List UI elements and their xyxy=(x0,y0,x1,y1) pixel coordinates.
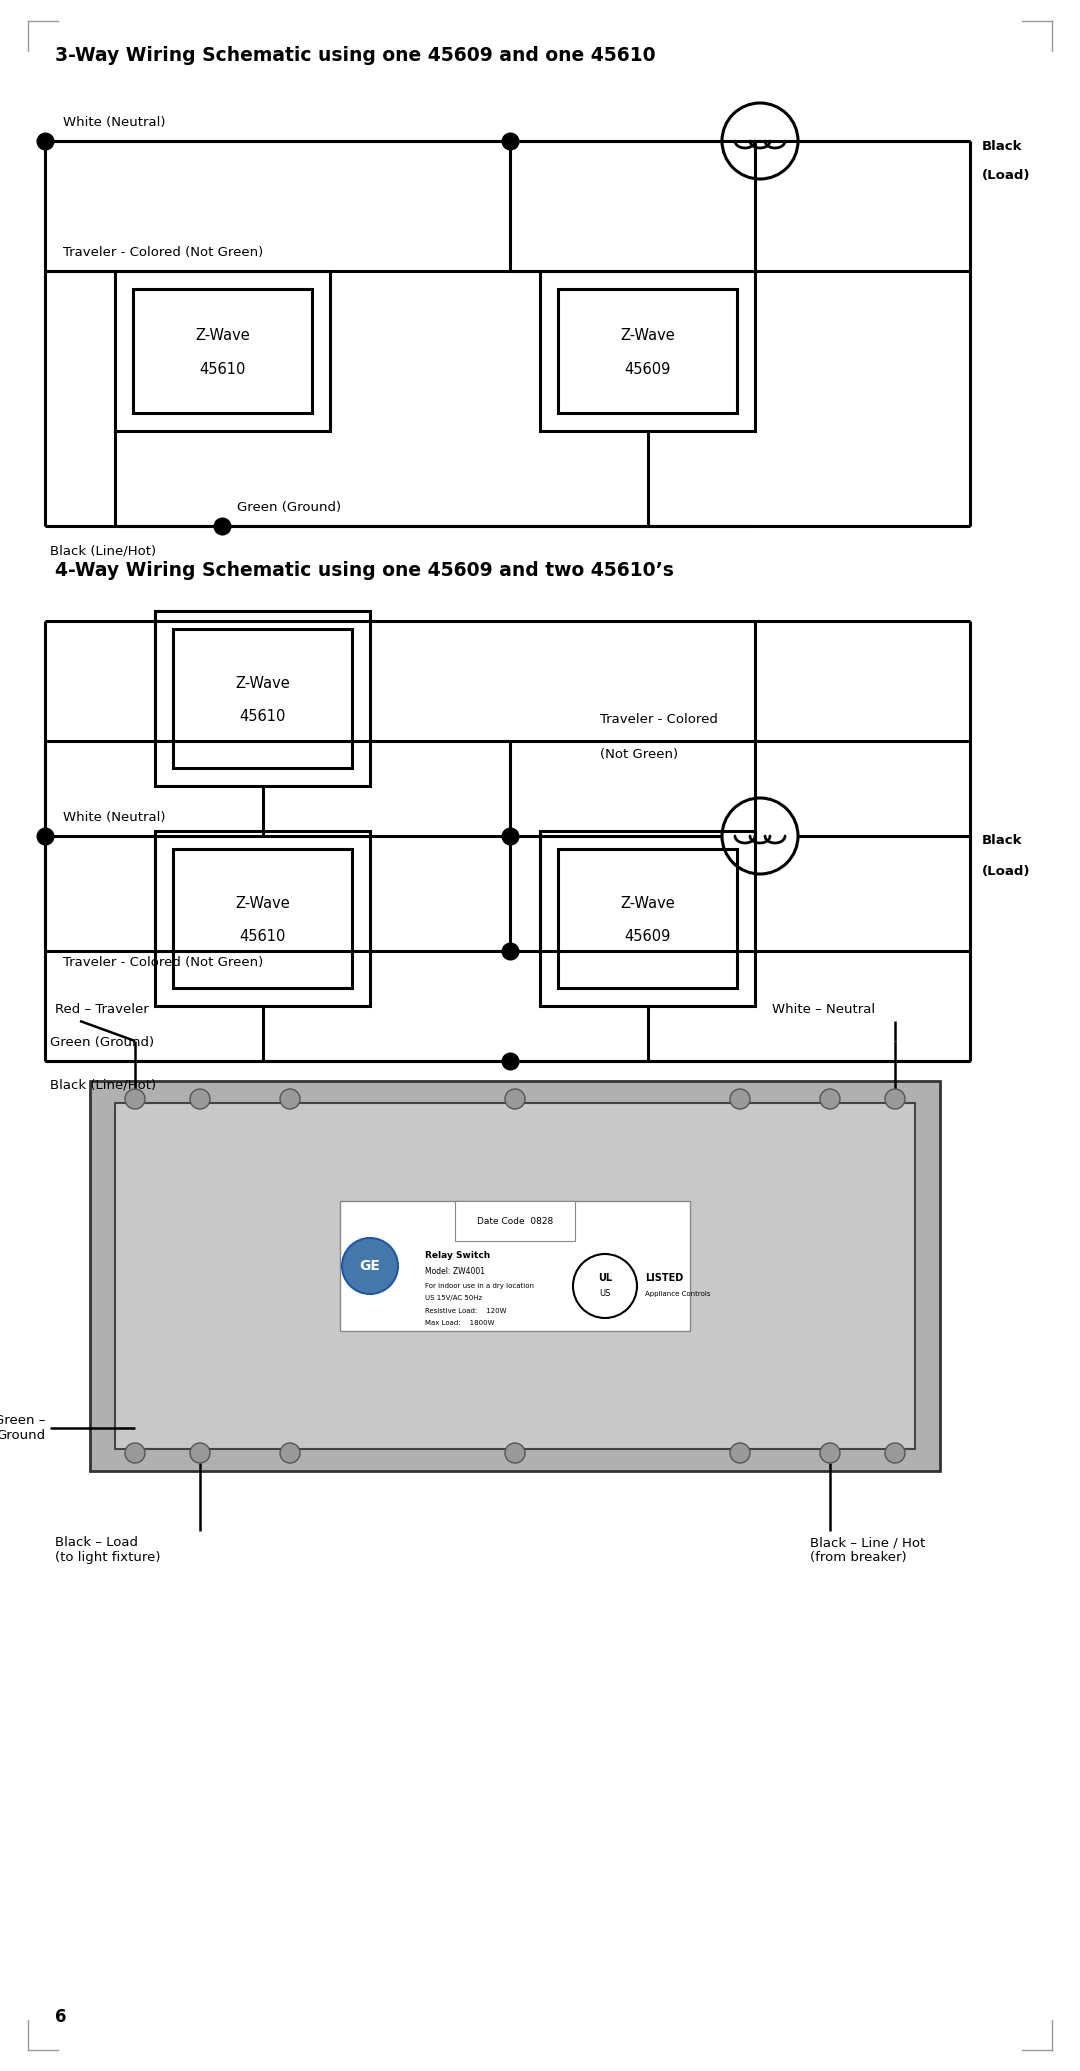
Circle shape xyxy=(280,1443,300,1462)
Circle shape xyxy=(190,1089,210,1108)
Circle shape xyxy=(505,1443,525,1462)
Text: Z-Wave: Z-Wave xyxy=(195,329,249,344)
Bar xyxy=(156,611,370,787)
Text: Traveler - Colored: Traveler - Colored xyxy=(600,712,718,727)
Text: Black: Black xyxy=(982,835,1023,847)
Point xyxy=(501,124,518,157)
Text: Relay Switch: Relay Switch xyxy=(426,1251,490,1261)
Bar xyxy=(156,830,370,1007)
Text: White – Neutral: White – Neutral xyxy=(772,1002,875,1017)
Text: Date Code  0828: Date Code 0828 xyxy=(477,1216,553,1226)
Text: UL: UL xyxy=(598,1274,612,1284)
Text: Red – Traveler: Red – Traveler xyxy=(55,1002,149,1017)
Text: Appliance Controls: Appliance Controls xyxy=(645,1290,711,1296)
Circle shape xyxy=(505,1089,525,1108)
Bar xyxy=(173,630,352,768)
Text: Resistive Load:    120W: Resistive Load: 120W xyxy=(426,1309,507,1313)
Circle shape xyxy=(885,1443,905,1462)
Bar xyxy=(90,1081,940,1470)
Text: GE: GE xyxy=(360,1259,380,1274)
Text: Z-Wave: Z-Wave xyxy=(235,675,289,692)
Bar xyxy=(558,290,737,412)
Text: Z-Wave: Z-Wave xyxy=(235,897,289,911)
Text: Traveler - Colored (Not Green): Traveler - Colored (Not Green) xyxy=(63,957,264,969)
Text: LISTED: LISTED xyxy=(645,1274,684,1284)
Text: Green –
Ground: Green – Ground xyxy=(0,1414,45,1441)
Circle shape xyxy=(280,1089,300,1108)
Text: (Load): (Load) xyxy=(982,170,1030,182)
Circle shape xyxy=(820,1089,840,1108)
Text: (Not Green): (Not Green) xyxy=(600,748,678,760)
Bar xyxy=(114,1104,915,1450)
Circle shape xyxy=(730,1089,750,1108)
Bar xyxy=(340,1201,690,1332)
Text: Black (Line/Hot): Black (Line/Hot) xyxy=(50,545,157,557)
Text: Z-Wave: Z-Wave xyxy=(620,897,675,911)
Circle shape xyxy=(125,1443,145,1462)
Text: 45610: 45610 xyxy=(240,930,286,944)
Circle shape xyxy=(190,1443,210,1462)
Point xyxy=(37,124,54,157)
Circle shape xyxy=(885,1089,905,1108)
Text: 45609: 45609 xyxy=(624,930,671,944)
Bar xyxy=(558,849,737,988)
Text: Black – Load
(to light fixture): Black – Load (to light fixture) xyxy=(55,1537,161,1564)
Circle shape xyxy=(820,1443,840,1462)
Circle shape xyxy=(125,1089,145,1108)
Bar xyxy=(540,830,755,1007)
Text: US: US xyxy=(599,1290,610,1299)
Text: For indoor use in a dry location: For indoor use in a dry location xyxy=(426,1284,534,1288)
Text: 3-Way Wiring Schematic using one 45609 and one 45610: 3-Way Wiring Schematic using one 45609 a… xyxy=(55,46,656,64)
Text: Max Load:    1800W: Max Load: 1800W xyxy=(426,1319,495,1325)
Bar xyxy=(455,1201,575,1241)
Text: Model: ZW4001: Model: ZW4001 xyxy=(426,1267,485,1276)
Bar xyxy=(114,271,330,431)
Text: Green (Ground): Green (Ground) xyxy=(50,1036,154,1050)
Circle shape xyxy=(730,1443,750,1462)
Text: Black – Line / Hot
(from breaker): Black – Line / Hot (from breaker) xyxy=(810,1537,926,1564)
Bar xyxy=(173,849,352,988)
Circle shape xyxy=(342,1238,399,1294)
Text: (Load): (Load) xyxy=(982,864,1030,878)
Point xyxy=(501,1044,518,1077)
Bar xyxy=(540,271,755,431)
Point xyxy=(214,509,231,543)
Point xyxy=(501,934,518,967)
Text: Green (Ground): Green (Ground) xyxy=(237,501,341,514)
Bar xyxy=(133,290,312,412)
Text: White (Neutral): White (Neutral) xyxy=(63,812,165,824)
Text: Black (Line/Hot): Black (Line/Hot) xyxy=(50,1079,157,1091)
Text: Black: Black xyxy=(982,139,1023,153)
Text: White (Neutral): White (Neutral) xyxy=(63,116,165,128)
Text: Traveler - Colored (Not Green): Traveler - Colored (Not Green) xyxy=(63,246,264,259)
Text: 4-Way Wiring Schematic using one 45609 and two 45610’s: 4-Way Wiring Schematic using one 45609 a… xyxy=(55,561,674,580)
Text: 45609: 45609 xyxy=(624,362,671,377)
Text: 6: 6 xyxy=(55,2009,67,2025)
Text: Z-Wave: Z-Wave xyxy=(620,329,675,344)
Point xyxy=(501,820,518,853)
Text: US 15V/AC 50Hz: US 15V/AC 50Hz xyxy=(426,1294,482,1301)
Text: 45610: 45610 xyxy=(200,362,245,377)
Point xyxy=(37,820,54,853)
Text: 45610: 45610 xyxy=(240,708,286,725)
